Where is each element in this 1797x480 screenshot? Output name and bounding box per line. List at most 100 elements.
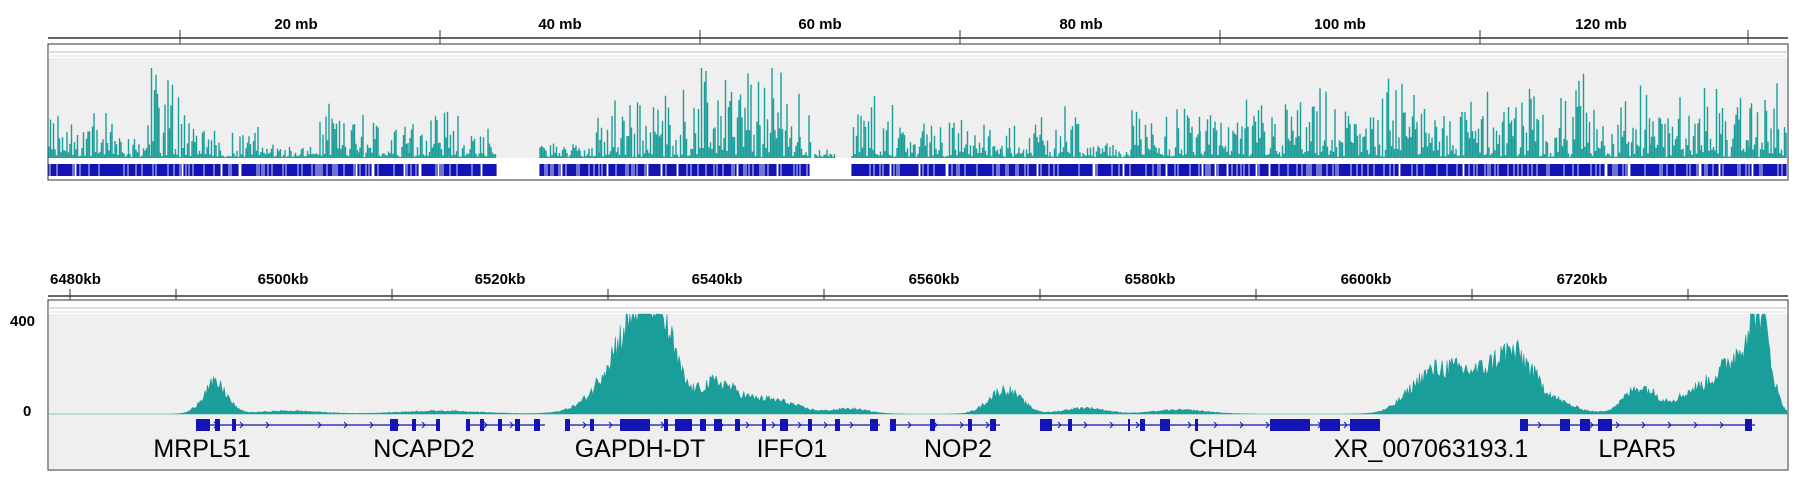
gene-exon	[780, 419, 788, 431]
gene-exon	[808, 419, 812, 431]
strand-arrow	[1641, 421, 1646, 429]
strand-arrow	[933, 421, 938, 429]
gene-exon	[232, 419, 236, 431]
strand-arrow	[797, 421, 802, 429]
top-coverage-bars	[48, 68, 1787, 158]
top-gene-density-track	[48, 164, 1787, 176]
strand-arrow	[745, 421, 750, 429]
strand-arrow	[483, 421, 488, 429]
strand-arrow	[1563, 421, 1568, 429]
gene-exon	[196, 419, 210, 431]
gene-exon	[1560, 419, 1570, 431]
bottom-ruler-label-6540kb: 6540kb	[692, 271, 743, 288]
strand-arrow	[1615, 421, 1620, 429]
gene-exon	[664, 419, 668, 431]
gene-exon	[590, 419, 594, 431]
gene-exon	[515, 419, 520, 431]
gene-exon	[1040, 419, 1052, 431]
gene-exon	[1350, 419, 1380, 431]
strand-arrow	[823, 421, 828, 429]
top-coverage-track-bg	[49, 58, 1787, 158]
bottom-ruler-label-6600kb: 6600kb	[1341, 271, 1392, 288]
gene-exon	[835, 419, 840, 431]
strand-arrow	[317, 421, 322, 429]
gene-exon	[1320, 419, 1340, 431]
strand-arrow	[1537, 421, 1542, 429]
strand-arrow	[959, 421, 964, 429]
gene-exon	[968, 419, 972, 431]
bottom-ruler: 6480kb 6500kb 6520kb 6540kb 6560kb 6580k…	[48, 271, 1788, 302]
top-ruler-label-20mb: 20 mb	[274, 16, 317, 33]
gene-exon	[534, 419, 540, 431]
strand-arrow	[395, 421, 400, 429]
gene-exon	[1580, 419, 1590, 431]
top-ruler-label-100mb: 100 mb	[1314, 16, 1366, 33]
strand-arrow	[1317, 421, 1322, 429]
strand-arrow	[1693, 421, 1698, 429]
strand-arrow	[509, 421, 514, 429]
gene-exon	[1140, 419, 1145, 431]
strand-arrow	[1291, 421, 1296, 429]
gene-label-xr-007063193-1: XR_007063193.1	[1334, 435, 1529, 463]
strand-arrow	[1187, 421, 1192, 429]
gene-exon	[1745, 419, 1752, 431]
gene-exon	[1128, 419, 1130, 431]
gene-exon	[436, 419, 440, 431]
bottom-ruler-label-6580kb: 6580kb	[1125, 271, 1176, 288]
strand-arrow	[1083, 421, 1088, 429]
strand-arrow	[421, 421, 426, 429]
gene-labels: MRPL51 NCAPD2 GAPDH-DT IFFO1 NOP2 CHD4 X…	[153, 435, 1675, 463]
top-ruler: 20 mb 40 mb 60 mb 80 mb 100 mb 120 mb	[48, 16, 1788, 44]
gene-exon	[498, 419, 502, 431]
gene-exon	[1598, 419, 1612, 431]
strand-arrow	[1135, 421, 1140, 429]
gene-label-ncapd2: NCAPD2	[373, 435, 474, 463]
bottom-ruler-label-6480kb: 6480kb	[50, 271, 101, 288]
strand-arrow	[265, 421, 270, 429]
top-ruler-label-80mb: 80 mb	[1059, 16, 1102, 33]
strand-arrow	[1057, 421, 1062, 429]
gene-label-chd4: CHD4	[1189, 435, 1257, 463]
strand-arrow	[686, 421, 691, 429]
strand-arrow	[1161, 421, 1166, 429]
strand-arrow	[369, 421, 374, 429]
top-coverage-track	[48, 68, 1787, 158]
gene-label-gapdh-dt: GAPDH-DT	[575, 435, 706, 463]
strand-arrow	[1343, 421, 1348, 429]
gene-exon	[735, 419, 740, 431]
strand-arrow	[1265, 421, 1270, 429]
strand-arrow	[1719, 421, 1724, 429]
gene-exon	[480, 419, 484, 431]
top-ruler-label-60mb: 60 mb	[798, 16, 841, 33]
gene-exon	[390, 419, 398, 431]
strand-arrow	[1213, 421, 1218, 429]
bottom-coverage-area	[49, 313, 1788, 415]
gene-exon	[565, 419, 570, 431]
gene-label-nop2: NOP2	[924, 435, 992, 463]
gene-exon	[762, 419, 766, 431]
gene-exon	[412, 419, 416, 431]
strand-arrow	[1239, 421, 1244, 429]
strand-arrow	[213, 421, 218, 429]
bottom-gene-track	[196, 419, 1755, 431]
top-gene-density-bars	[48, 164, 1787, 176]
top-ruler-label-120mb: 120 mb	[1575, 16, 1627, 33]
strand-arrow	[239, 421, 244, 429]
strand-arrow	[660, 421, 665, 429]
gene-exon	[1270, 419, 1310, 431]
top-ruler-label-40mb: 40 mb	[538, 16, 581, 33]
gene-exon	[1195, 419, 1198, 431]
gene-label-mrpl51: MRPL51	[153, 435, 250, 463]
strand-arrow	[985, 421, 990, 429]
bottom-ruler-label-6500kb: 6500kb	[258, 271, 309, 288]
gene-exon	[466, 419, 470, 431]
y-axis-label-max: 400	[10, 313, 35, 330]
bottom-coverage-track	[49, 313, 1788, 415]
gene-exon	[930, 419, 935, 431]
strand-arrow	[907, 421, 912, 429]
strand-arrow	[582, 421, 587, 429]
gene-exon	[1068, 419, 1072, 431]
gene-label-lpar5: LPAR5	[1598, 435, 1675, 463]
gene-exon	[1520, 419, 1528, 431]
